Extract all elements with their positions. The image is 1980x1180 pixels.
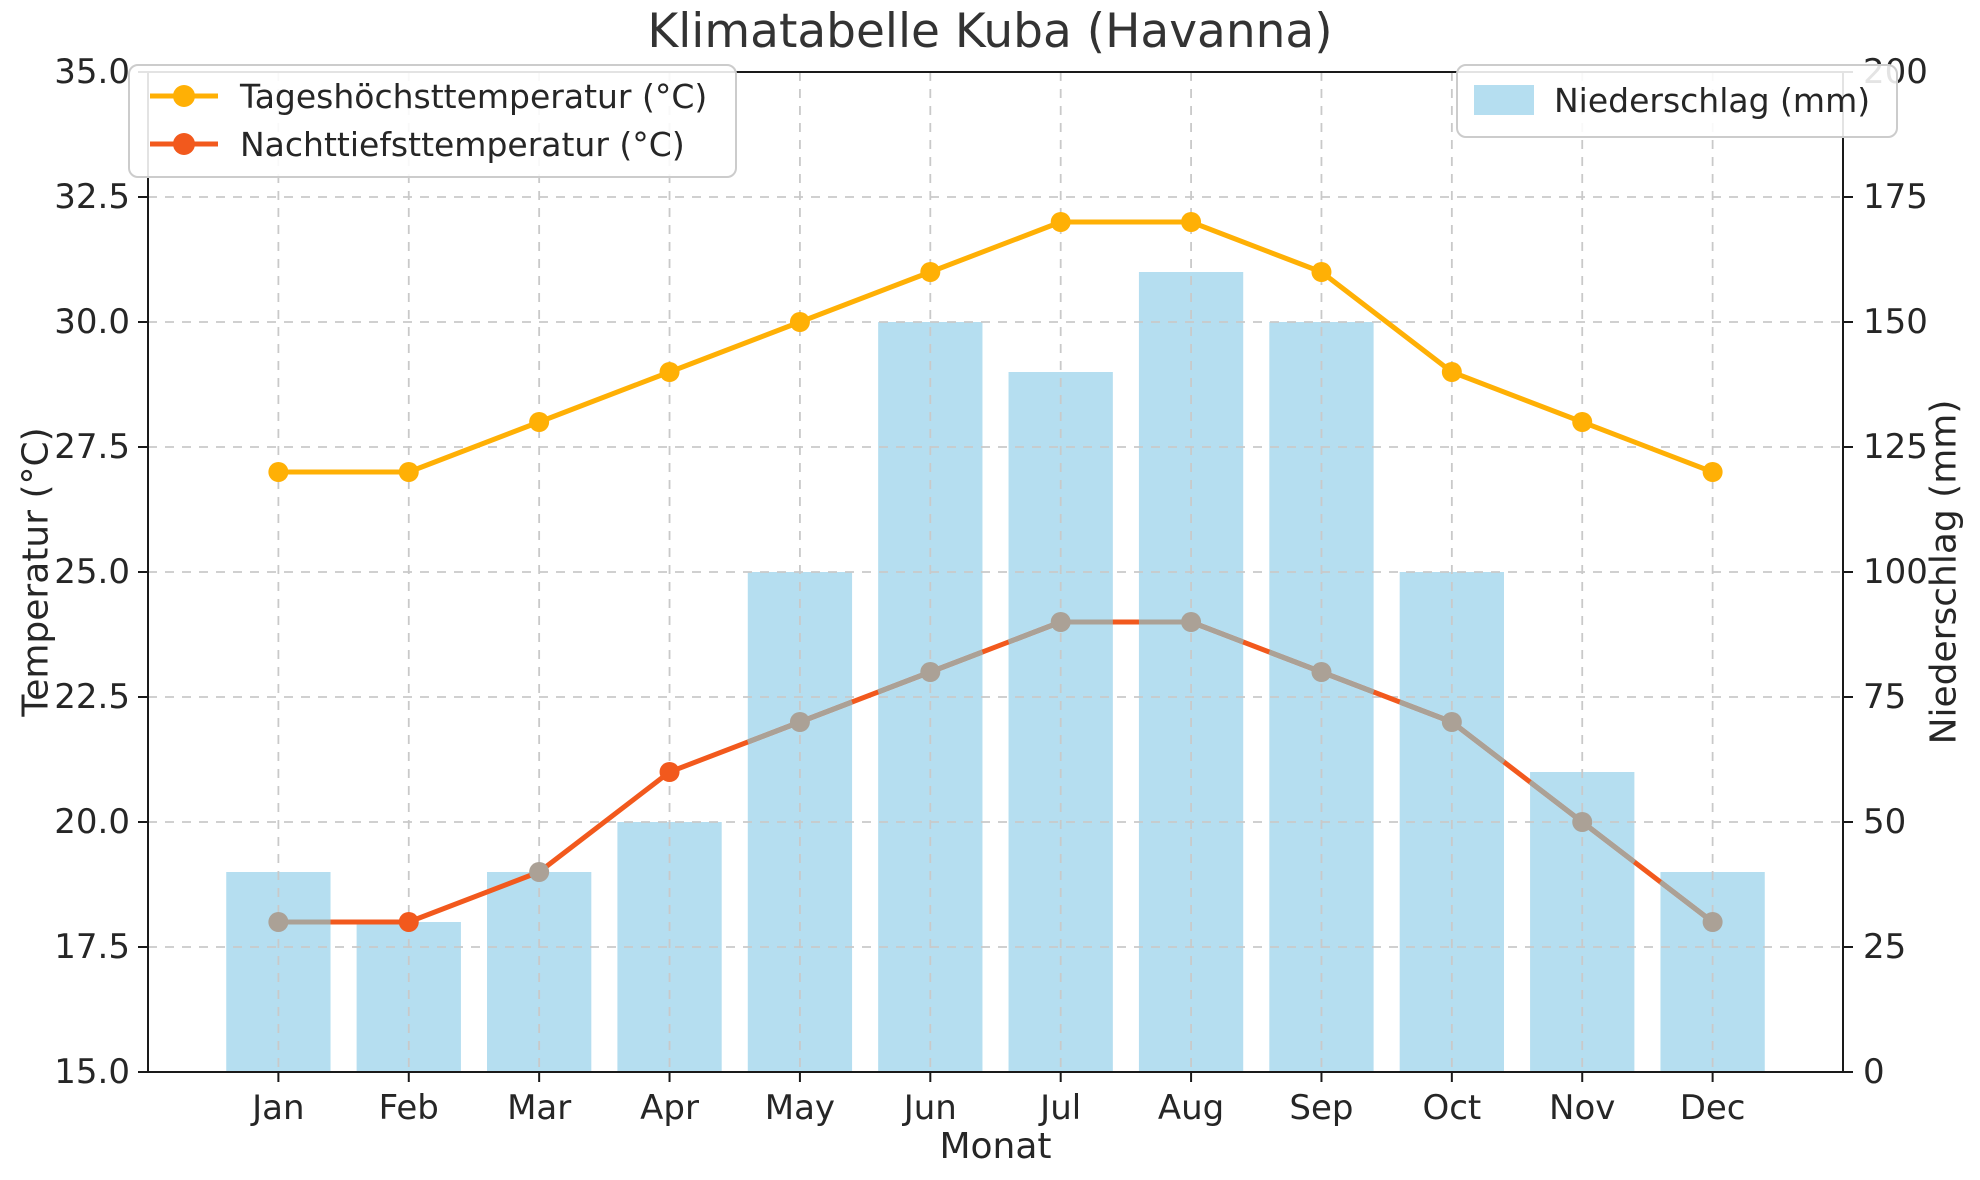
x-tick-Dec: Dec xyxy=(1679,1088,1746,1128)
day-temp-line-sample-icon xyxy=(150,85,218,107)
legend-item-night-temp: Nachttiefsttemperatur (°C) xyxy=(146,122,707,166)
y-tick-left-22.5: 22.5 xyxy=(54,677,130,717)
y-tick-right-25: 25 xyxy=(1863,927,1907,967)
day-temp-marker-Mar xyxy=(529,412,550,432)
y-tick-right-125: 125 xyxy=(1863,427,1928,467)
x-tick-Oct: Oct xyxy=(1422,1088,1482,1128)
y-tick-right-150: 150 xyxy=(1863,302,1928,342)
x-tick-Apr: Apr xyxy=(640,1088,699,1128)
night-temp-marker-Mar xyxy=(529,862,550,882)
night-temp-marker-Feb xyxy=(398,912,419,932)
x-tick-Feb: Feb xyxy=(378,1088,439,1128)
day-temp-marker-Aug xyxy=(1181,212,1202,232)
legend-label-day-temp: Tageshöchsttemperatur (°C) xyxy=(240,76,708,116)
night-temp-line-sample-icon xyxy=(150,133,218,155)
day-temp-marker-May xyxy=(789,312,810,332)
y-tick-right-100: 100 xyxy=(1863,552,1928,592)
night-temp-marker-May xyxy=(789,712,810,732)
day-temp-marker-Jun xyxy=(920,262,941,282)
legend-item-day-temp: Tageshöchsttemperatur (°C) xyxy=(146,74,707,118)
legend-label-precip: Niederschlag (mm) xyxy=(1554,80,1871,120)
x-tick-Jun: Jun xyxy=(903,1088,957,1128)
night-temp-line-gray-segment-15 xyxy=(1658,880,1715,924)
y-tick-left-35.0: 35.0 xyxy=(54,52,130,92)
precip-patch-icon xyxy=(1474,85,1534,115)
day-temp-marker-Sep xyxy=(1311,262,1332,282)
night-temp-marker-Jan xyxy=(268,912,289,932)
y-tick-right-75: 75 xyxy=(1863,677,1907,717)
y-tick-right-0: 0 xyxy=(1863,1052,1885,1092)
day-temp-marker-Jan xyxy=(268,462,289,482)
y-tick-left-30.0: 30.0 xyxy=(54,302,130,342)
night-temp-line-gray-segment-12 xyxy=(1450,720,1506,764)
x-axis-label: Monat xyxy=(939,1126,1052,1167)
legend-item-precip: Niederschlag (mm) xyxy=(1474,78,1870,122)
x-tick-Mar: Mar xyxy=(507,1088,572,1128)
night-temp-marker-Jun xyxy=(920,662,941,682)
x-tick-Jan: Jan xyxy=(252,1088,305,1128)
night-temp-marker-Aug xyxy=(1181,612,1202,632)
legend-temperature: Tageshöchsttemperatur (°C) Nachttiefstte… xyxy=(128,64,738,178)
x-tick-May: May xyxy=(764,1088,836,1128)
night-temp-marker-Nov xyxy=(1572,812,1593,832)
y-tick-left-20.0: 20.0 xyxy=(54,802,130,842)
y-tick-left-27.5: 27.5 xyxy=(54,427,130,467)
x-tick-Sep: Sep xyxy=(1289,1088,1354,1128)
y-tick-left-15.0: 15.0 xyxy=(54,1052,130,1092)
night-temp-marker-Jul xyxy=(1050,612,1071,632)
day-temp-marker-Oct xyxy=(1441,362,1462,382)
night-temp-line-gray-segment-14 xyxy=(1580,820,1636,864)
x-tick-Nov: Nov xyxy=(1549,1088,1616,1128)
night-temp-marker-Oct xyxy=(1441,712,1462,732)
legend-label-night-temp: Nachttiefsttemperatur (°C) xyxy=(240,124,685,164)
day-temp-marker-Jul xyxy=(1050,212,1071,232)
x-tick-Aug: Aug xyxy=(1157,1088,1225,1128)
day-temp-marker-Dec xyxy=(1702,462,1723,482)
y-tick-right-50: 50 xyxy=(1863,802,1907,842)
y-tick-left-32.5: 32.5 xyxy=(54,177,130,217)
day-temp-marker-Feb xyxy=(398,462,419,482)
night-temp-marker-Dec xyxy=(1702,912,1723,932)
x-tick-Jul: Jul xyxy=(1040,1088,1082,1128)
day-temp-marker-Apr xyxy=(659,362,680,382)
y-tick-left-17.5: 17.5 xyxy=(54,927,130,967)
night-temp-marker-Apr xyxy=(659,762,680,782)
legend-precipitation: Niederschlag (mm) xyxy=(1456,64,1899,138)
chart-title: Klimatabelle Kuba (Havanna) xyxy=(647,4,1333,59)
day-temp-marker-Nov xyxy=(1572,412,1593,432)
y-tick-right-175: 175 xyxy=(1863,177,1928,217)
day-temp-line xyxy=(278,219,1714,475)
night-temp-line-gray-segment-13 xyxy=(1528,780,1584,824)
y-tick-left-25.0: 25.0 xyxy=(54,552,130,592)
night-temp-marker-Sep xyxy=(1311,662,1332,682)
